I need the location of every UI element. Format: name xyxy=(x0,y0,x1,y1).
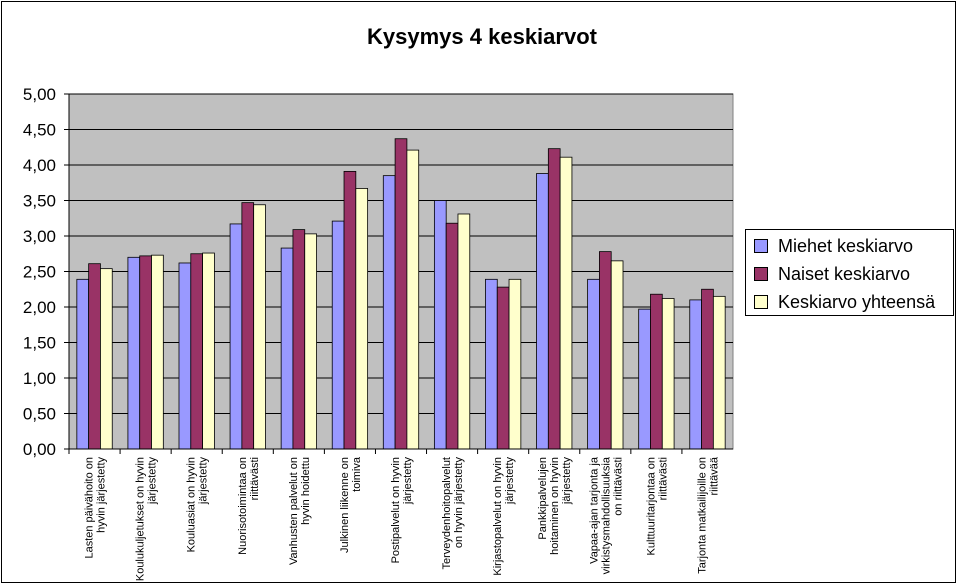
legend: Miehet keskiarvo Naiset keskiarvo Keskia… xyxy=(745,229,954,316)
bar-miehet xyxy=(331,220,345,450)
x-tick-label: Koulukuljetukset on hyvinjärjestetty xyxy=(135,457,159,582)
bar-yhteensa xyxy=(151,254,164,450)
bar-naiset xyxy=(88,263,101,450)
bar-yhteensa xyxy=(253,204,266,450)
bar-yhteensa xyxy=(610,260,624,450)
y-tick-label: 2,50 xyxy=(23,263,56,282)
bar-miehet xyxy=(638,308,651,450)
legend-item-yhteensa: Keskiarvo yhteensä xyxy=(754,290,935,314)
x-tick-label: Kouluasiat on hyvinjärjestetty xyxy=(186,457,210,553)
x-tick-label: Pankkipalvelujenhoitaminen on hyvinjärje… xyxy=(537,457,573,555)
bar-yhteensa xyxy=(508,278,522,450)
bar-miehet xyxy=(587,278,600,450)
x-tick-label: Kulttuuritarjontaa onriittävästi xyxy=(645,457,669,555)
svg-text:Vanhusten palvelut onhyvin hoi: Vanhusten palvelut onhyvin hoidettu xyxy=(288,457,312,565)
y-tick-labels: 0,00 0,50 1,00 1,50 2,00 2,50 3,00 3,50 4,00 4,50… xyxy=(23,85,69,459)
bar-yhteensa xyxy=(712,295,726,450)
legend-item-naiset: Naiset keskiarvo xyxy=(754,262,910,286)
bar-miehet xyxy=(485,278,498,450)
bar-naiset xyxy=(190,253,203,450)
bar-miehet xyxy=(229,223,243,450)
bar-miehet xyxy=(433,200,447,450)
bar-yhteensa xyxy=(661,298,675,450)
x-tick-label: Vanhusten palvelut onhyvin hoidettu xyxy=(288,457,312,565)
bar-yhteensa xyxy=(202,252,215,450)
bar-naiset xyxy=(241,202,255,450)
svg-text:Terveydenhoitopalveluton hyvin: Terveydenhoitopalveluton hyvin järjestet… xyxy=(441,457,465,570)
x-tick-label: Kirjastopalvelut on hyvinjärjestetty xyxy=(492,457,516,576)
svg-text:Koulukuljetukset on hyvinjärje: Koulukuljetukset on hyvinjärjestetty xyxy=(135,457,159,582)
bar-naiset xyxy=(139,255,152,450)
bar-yhteensa xyxy=(457,213,471,450)
bar-miehet xyxy=(127,256,141,450)
bar-naiset xyxy=(650,293,663,450)
y-tick-label: 1,50 xyxy=(23,334,56,353)
bar-naiset xyxy=(445,222,459,450)
svg-text:Pankkipalvelujenhoitaminen on: Pankkipalvelujenhoitaminen on hyvinjärje… xyxy=(537,457,573,555)
legend-swatch-miehet xyxy=(754,239,768,253)
svg-text:Kirjastopalvelut on hyvinjärje: Kirjastopalvelut on hyvinjärjestetty xyxy=(492,457,516,576)
x-tick-label: Terveydenhoitopalveluton hyvin järjestet… xyxy=(441,457,465,570)
bar-naiset xyxy=(547,148,561,450)
legend-label-miehet: Miehet keskiarvo xyxy=(778,235,914,256)
bar-yhteensa xyxy=(355,188,369,450)
bar-naiset xyxy=(292,229,306,450)
bar-naiset xyxy=(599,251,612,450)
y-tick-label: 0,00 xyxy=(23,440,56,459)
y-tick-label: 5,00 xyxy=(23,85,56,104)
svg-text:Postipalvelut on hyvinjärjeste: Postipalvelut on hyvinjärjestetty xyxy=(390,457,414,564)
bar-naiset xyxy=(496,286,510,450)
svg-text:Lasten päivähoito onhyvin järj: Lasten päivähoito onhyvin järjestetty xyxy=(84,457,108,559)
bar-miehet xyxy=(76,278,90,450)
y-tick-label: 1,00 xyxy=(23,369,56,388)
bar-yhteensa xyxy=(406,149,420,450)
bar-yhteensa xyxy=(304,233,317,450)
y-tick-label: 0,50 xyxy=(23,405,56,424)
chart-title: Kysymys 4 keskiarvot xyxy=(367,24,598,49)
bar-yhteensa xyxy=(100,268,113,450)
y-tick-label: 4,00 xyxy=(23,156,56,175)
x-tick-label: Postipalvelut on hyvinjärjestetty xyxy=(390,457,414,564)
bar-miehet xyxy=(536,173,549,450)
legend-swatch-yhteensa xyxy=(754,295,768,309)
legend-label-yhteensa: Keskiarvo yhteensä xyxy=(778,291,936,312)
x-tick-label: Lasten päivähoito onhyvin järjestetty xyxy=(84,457,108,559)
bar-naiset xyxy=(701,288,714,450)
bars xyxy=(76,138,726,450)
svg-text:Kouluasiat on hyvinjärjestetty: Kouluasiat on hyvinjärjestetty xyxy=(186,457,210,553)
bar-miehet xyxy=(280,247,294,450)
svg-text:Kulttuuritarjontaa onriittäväs: Kulttuuritarjontaa onriittävästi xyxy=(645,457,669,555)
x-tick-labels: Lasten päivähoito onhyvin järjestetty Kou… xyxy=(84,456,721,581)
bar-miehet xyxy=(178,262,192,450)
legend-item-miehet: Miehet keskiarvo xyxy=(754,234,913,258)
legend-label-naiset: Naiset keskiarvo xyxy=(778,263,911,284)
y-tick-label: 2,00 xyxy=(23,298,56,317)
y-tick-label: 4,50 xyxy=(23,121,56,140)
y-tick-label: 3,00 xyxy=(23,227,56,246)
svg-text:Julkinen liikenne ontoimiva: Julkinen liikenne ontoimiva xyxy=(339,456,363,553)
x-tick-label: Julkinen liikenne ontoimiva xyxy=(339,456,363,553)
legend-swatch-naiset xyxy=(754,267,768,281)
bar-yhteensa xyxy=(559,156,573,450)
bar-miehet xyxy=(689,299,702,450)
x-tick-label: Nuorisotoimintaa onriittävästi xyxy=(237,457,261,555)
svg-text:Vapaa-ajan tarjonta javirkisty: Vapaa-ajan tarjonta javirkistysmahdollis… xyxy=(588,456,624,574)
y-tick-label: 3,50 xyxy=(23,192,56,211)
bar-naiset xyxy=(394,138,408,450)
bar-naiset xyxy=(343,170,357,450)
x-tick-label: Tarjonta matkailijoille onriittävää xyxy=(696,456,720,574)
svg-text:Nuorisotoimintaa onriittävästi: Nuorisotoimintaa onriittävästi xyxy=(237,457,261,555)
svg-text:Tarjonta matkailijoille onriit: Tarjonta matkailijoille onriittävää xyxy=(696,456,720,574)
bar-miehet xyxy=(382,175,396,450)
x-tick-label: Vapaa-ajan tarjonta javirkistysmahdollis… xyxy=(588,456,624,574)
